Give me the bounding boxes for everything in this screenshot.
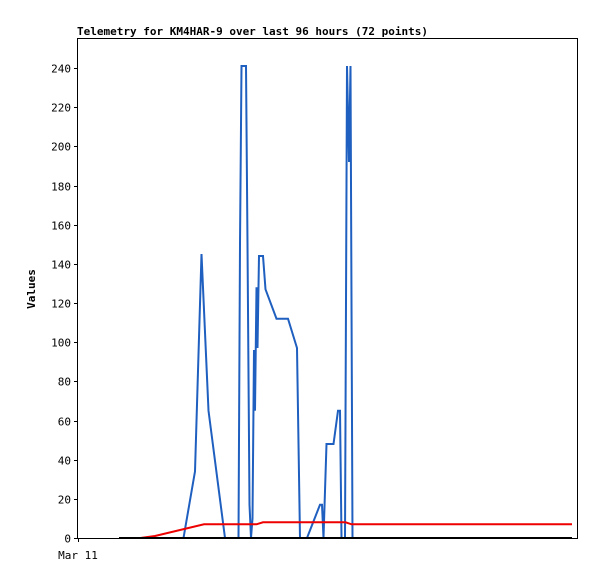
y-tick-label: 220: [51, 102, 71, 115]
y-tick-label: 80: [58, 376, 71, 389]
chart-title: Telemetry for KM4HAR-9 over last 96 hour…: [77, 25, 428, 38]
y-tick-label: 60: [58, 416, 71, 429]
y-tick-label: 100: [51, 337, 71, 350]
y-tick-label: 120: [51, 298, 71, 311]
y-axis-ticks: 0 20 40 60 80 100 120 140 160 180 200 220 240: [51, 63, 78, 546]
y-tick-label: 240: [51, 63, 71, 76]
y-tick-label: 0: [64, 533, 71, 546]
series-layer: [119, 65, 572, 539]
x-axis-ticks: Mar 11: [58, 538, 98, 562]
y-tick-label: 200: [51, 141, 71, 154]
y-tick-label: 180: [51, 181, 71, 194]
y-axis-label: Values: [25, 269, 38, 309]
y-tick-label: 140: [51, 259, 71, 272]
series-line-1: [182, 65, 354, 539]
y-tick-label: 20: [58, 494, 71, 507]
y-tick-label: 40: [58, 455, 71, 468]
y-tick-label: 160: [51, 220, 71, 233]
series-line-2: [140, 521, 572, 539]
x-tick-label: Mar 11: [58, 549, 98, 562]
